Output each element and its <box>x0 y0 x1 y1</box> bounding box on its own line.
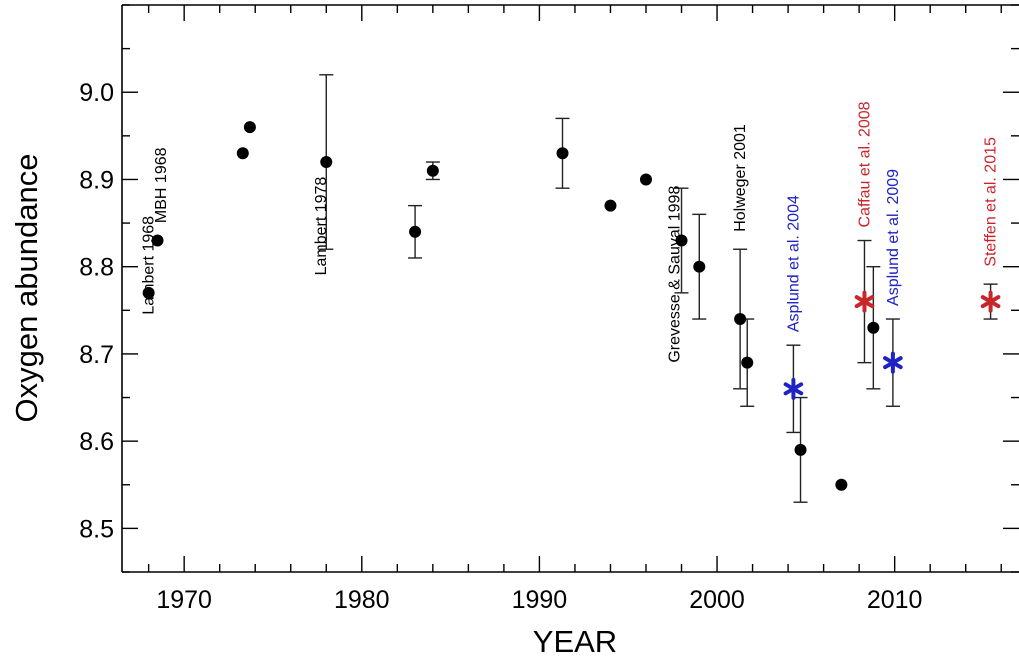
star-marker <box>980 290 1001 313</box>
star-marker <box>783 377 804 400</box>
circle-marker <box>604 199 617 212</box>
x-tick-label: 1990 <box>512 586 568 614</box>
y-axis-label: Oxygen abundance <box>9 154 44 423</box>
circle-marker <box>693 260 706 273</box>
y-tick-label: 9.0 <box>79 79 114 107</box>
y-tick-label: 8.9 <box>79 166 114 194</box>
circle-marker <box>835 478 848 491</box>
circle-marker <box>741 356 754 369</box>
circle-marker <box>243 121 256 134</box>
annotation-label: Asplund et al. 2004 <box>785 195 802 332</box>
x-tick-label: 2000 <box>689 586 745 614</box>
annotation-label: MBH 1968 <box>153 147 170 223</box>
x-axis-label: YEAR <box>533 624 617 659</box>
circle-marker <box>142 286 155 299</box>
y-tick-label: 8.7 <box>79 341 114 369</box>
circle-marker <box>426 164 439 177</box>
circle-marker <box>867 321 880 334</box>
annotation-label: Steffen et al. 2015 <box>983 137 1000 267</box>
y-tick-label: 8.5 <box>79 515 114 543</box>
annotation-label: Asplund et al. 2009 <box>885 169 902 306</box>
star-marker <box>854 290 875 313</box>
star-marker <box>883 351 903 374</box>
circle-marker <box>675 234 688 247</box>
circle-marker <box>409 225 422 238</box>
y-tick-label: 8.8 <box>79 254 114 282</box>
annotation-label: Lambert 1968 <box>141 216 158 315</box>
circle-marker <box>236 147 249 160</box>
circle-marker <box>320 156 333 169</box>
y-tick-label: 8.6 <box>79 428 114 456</box>
circle-marker <box>151 234 164 247</box>
annotation-label: Lambert 1978 <box>313 177 330 276</box>
annotation-label: Caffau et al. 2008 <box>856 101 873 227</box>
plot-frame <box>121 4 1019 573</box>
circle-marker <box>794 443 807 456</box>
circle-marker <box>734 313 747 326</box>
data-markers <box>142 121 1001 491</box>
annotation-label: Holweger 2001 <box>732 124 749 232</box>
circle-marker <box>639 173 652 186</box>
ticks: 8.5 8.6 8.7 8.8 8.9 9.0 1970 1980 1990 2000 2010 <box>79 4 1019 614</box>
x-tick-label: 2010 <box>867 586 923 614</box>
x-tick-label: 1970 <box>156 586 212 614</box>
annotation-label: Grevesse & Sauval 1998 <box>666 186 683 363</box>
x-tick-label: 1980 <box>334 586 390 614</box>
circle-marker <box>556 147 569 160</box>
